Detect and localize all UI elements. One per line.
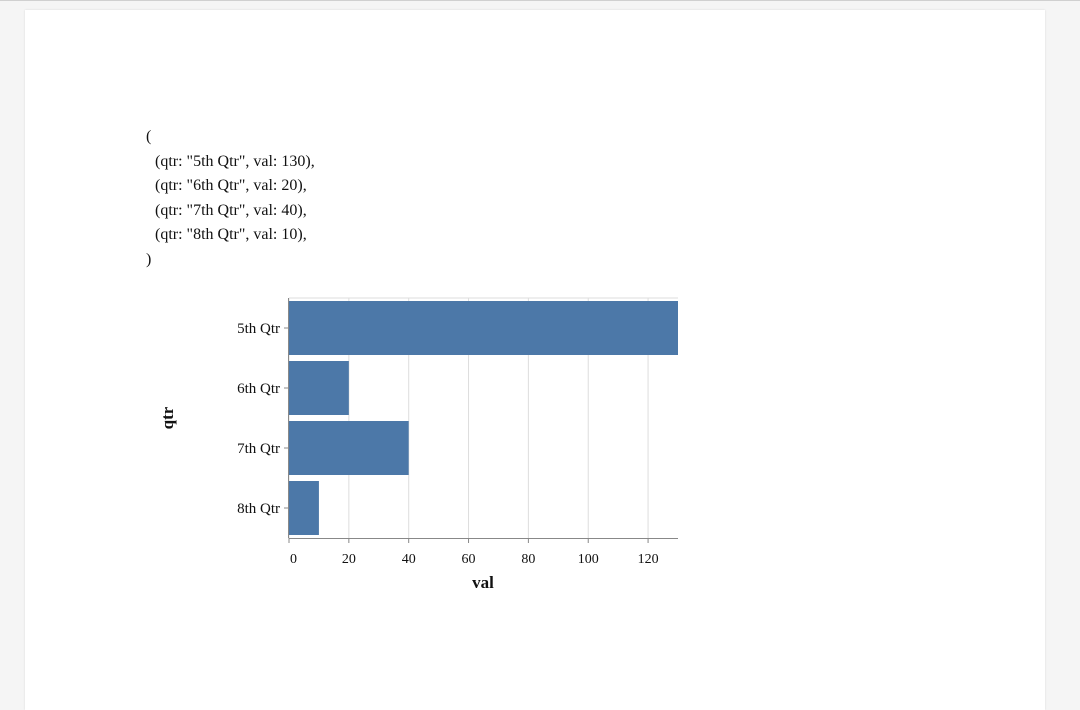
y-tick-label-7th-qtr: 7th Qtr	[237, 441, 280, 457]
bar-7th-qtr	[289, 421, 409, 475]
bar-5th-qtr	[289, 301, 678, 355]
code-line-1: (qtr: "5th Qtr", val: 130),	[155, 152, 315, 170]
code-line-4: (qtr: "8th Qtr", val: 10),	[155, 226, 307, 243]
bar-8th-qtr	[289, 481, 319, 535]
code-open-paren: (	[146, 128, 152, 145]
bar-6th-qtr	[289, 361, 349, 415]
x-tick-label-60: 60	[462, 552, 476, 567]
x-tick-label-20: 20	[342, 552, 356, 567]
x-tick-label-80: 80	[521, 552, 535, 567]
code-close-paren: )	[146, 250, 152, 268]
code-line-3: (qtr: "7th Qtr", val: 40),	[155, 201, 307, 219]
bars	[289, 301, 678, 535]
document-page	[25, 10, 1045, 710]
y-tick-label-8th-qtr: 8th Qtr	[237, 501, 280, 517]
bar-chart: 0 20 40 60 80 100 120 5th Qtr 6th Qtr 7th Qtr 8th …	[158, 297, 678, 592]
axes: 0 20 40 60 80 100 120 5th Qtr 6th Qtr 7th Qtr 8th …	[237, 298, 678, 567]
y-tick-label-6th-qtr: 6th Qtr	[237, 381, 280, 397]
y-axis-title: qtr	[158, 406, 177, 429]
data-code-block: ( (qtr: "5th Qtr", val: 130), (qtr: "6th…	[146, 125, 315, 272]
y-tick-label-5th-qtr: 5th Qtr	[237, 321, 280, 337]
code-line-2: (qtr: "6th Qtr", val: 20),	[155, 177, 307, 194]
x-tick-label-40: 40	[402, 552, 416, 567]
x-tick-label-0: 0	[290, 552, 297, 567]
x-tick-label-100: 100	[578, 552, 599, 567]
x-tick-label-120: 120	[638, 552, 659, 567]
x-axis-title: val	[472, 573, 494, 592]
window-top-border	[0, 0, 1080, 1]
